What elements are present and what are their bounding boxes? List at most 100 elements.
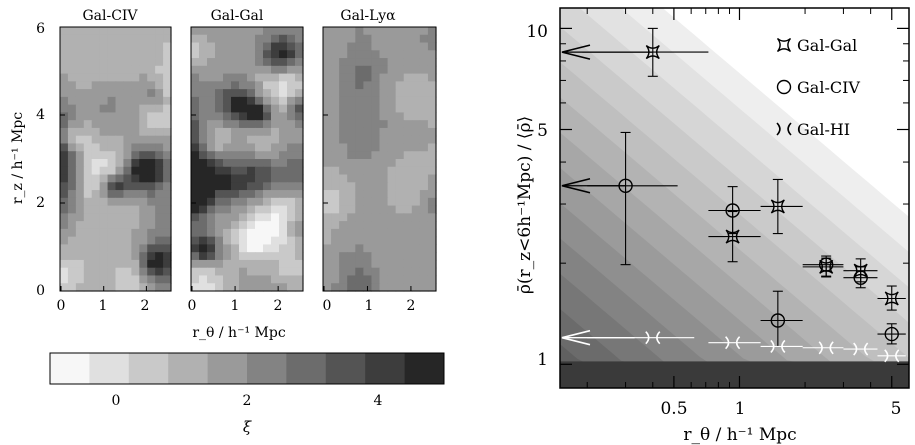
map-cell	[207, 50, 216, 59]
map-cell	[347, 151, 356, 160]
map-cell	[419, 252, 429, 261]
map-cell	[247, 244, 256, 253]
density-plot: 10 5 1 0.5 1 5 r_θ / h⁻¹ Mpc ρ̄(r_z<6h⁻¹…	[515, 7, 910, 445]
map-cell	[347, 159, 356, 168]
map-cell	[331, 135, 340, 145]
map-cell	[347, 81, 356, 90]
map-cell	[371, 73, 381, 82]
map-cell	[231, 89, 240, 98]
map-cell	[355, 135, 364, 145]
map-cell	[427, 96, 437, 106]
map-cell	[295, 236, 304, 246]
map-cell	[287, 236, 296, 246]
map-cell	[131, 205, 140, 214]
map-cell	[155, 50, 164, 59]
map-cell	[379, 127, 389, 137]
map-cell	[339, 143, 348, 152]
map-cell	[427, 89, 437, 98]
map-cell	[387, 182, 397, 191]
map-cell	[107, 221, 117, 230]
map-cell	[323, 221, 332, 230]
map-cell	[191, 275, 200, 284]
map-cell	[323, 135, 332, 145]
map-cell	[355, 34, 364, 44]
map-cell	[411, 34, 421, 44]
map-cell	[295, 127, 304, 137]
map-cell	[83, 135, 93, 145]
map-cell	[411, 27, 421, 36]
map-cell	[191, 244, 200, 253]
map-cell	[347, 174, 356, 183]
map-cell	[395, 221, 405, 230]
map-cell	[115, 65, 125, 75]
map-cell	[355, 89, 364, 98]
map-cell	[83, 112, 93, 121]
map-cell	[115, 283, 125, 292]
map-cell	[223, 127, 232, 137]
map-cell	[279, 104, 288, 114]
map-cell	[323, 267, 332, 277]
map-cell	[239, 58, 248, 67]
map-cell	[67, 65, 77, 75]
map-cell	[363, 104, 373, 114]
map-cell	[223, 73, 232, 82]
map-cell	[207, 127, 216, 137]
map-cell	[419, 127, 429, 137]
map-cell	[279, 112, 288, 121]
map-cell	[295, 73, 304, 82]
map-cell	[239, 127, 248, 137]
legend-circle-mark	[776, 79, 792, 95]
map-cell	[419, 205, 429, 214]
map-cell	[115, 259, 125, 269]
colorbar-tick-4: 4	[374, 393, 383, 409]
map-cell	[263, 205, 272, 214]
map-cell	[207, 174, 216, 183]
map-cell	[60, 50, 69, 59]
map-cell	[331, 27, 340, 36]
map-cell	[67, 34, 77, 44]
map-cell	[419, 213, 429, 222]
map-cell	[91, 275, 101, 284]
map-cell	[91, 190, 101, 199]
map-cell	[123, 120, 132, 129]
map-cell	[247, 96, 256, 106]
map-cell	[271, 81, 280, 90]
map-gal-lya	[322, 26, 437, 292]
map-cell	[83, 228, 93, 238]
map-cell	[387, 259, 397, 269]
map-cell	[223, 267, 232, 277]
map-cell	[371, 244, 381, 253]
map-cell	[355, 197, 364, 207]
map-cell	[115, 166, 125, 176]
map-cell	[155, 236, 164, 246]
map-cell	[403, 27, 413, 36]
map-cell	[147, 42, 156, 51]
map-cell	[263, 127, 272, 137]
map-cell	[279, 252, 288, 261]
map-cell	[427, 236, 437, 246]
map-cell	[147, 151, 156, 160]
map-cell	[75, 166, 85, 176]
map-cell	[263, 166, 272, 176]
map-cell	[419, 112, 429, 121]
map-cell	[147, 252, 156, 261]
map-cell	[247, 73, 256, 82]
map-cell	[395, 96, 405, 106]
map-cell	[287, 151, 296, 160]
map-cell	[223, 283, 232, 292]
map-cell	[379, 96, 389, 106]
map-cell	[247, 221, 256, 230]
map-cell	[295, 283, 304, 292]
map-cell	[387, 81, 397, 90]
map-cell	[371, 228, 381, 238]
map-cell	[331, 267, 340, 277]
colorbar-cell	[286, 353, 327, 384]
map-cell	[99, 58, 109, 67]
map-cell	[207, 89, 216, 98]
map-cell	[271, 73, 280, 82]
map-cell	[355, 221, 364, 230]
map-cell	[191, 73, 200, 82]
map-cell	[379, 221, 389, 230]
map-cell	[91, 50, 101, 59]
map-cell	[255, 89, 264, 98]
